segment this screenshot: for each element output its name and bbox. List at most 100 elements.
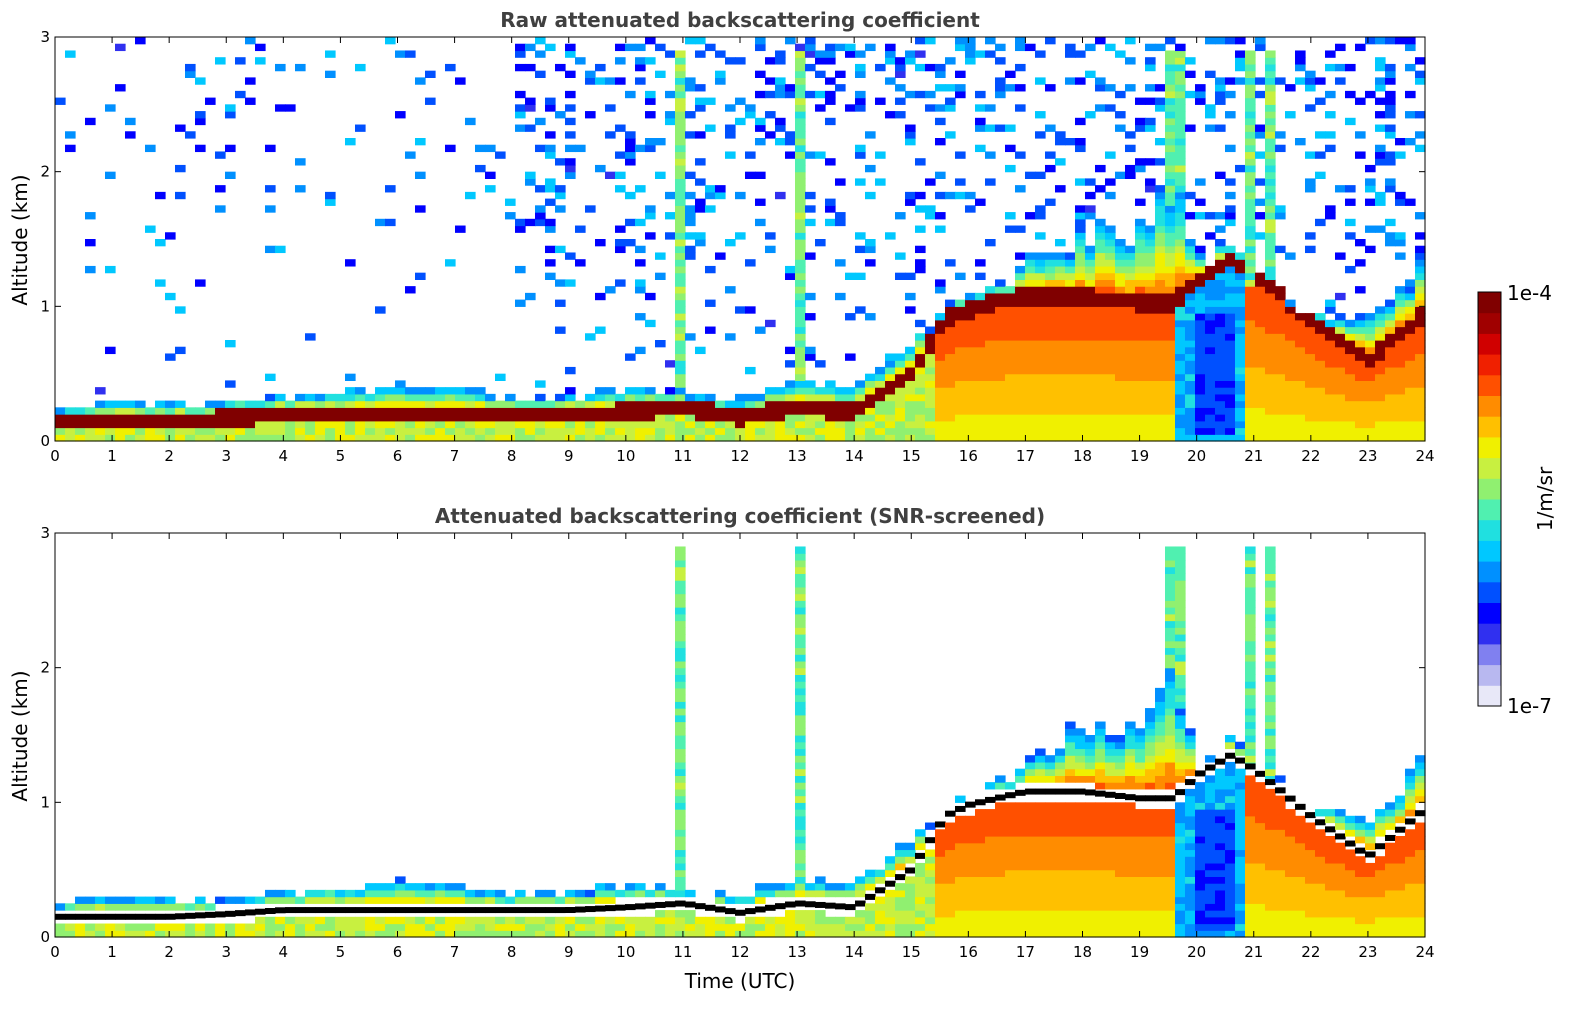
heatmap-cell xyxy=(1195,292,1206,301)
y-tick-label: 2 xyxy=(40,163,50,181)
heatmap-cell xyxy=(1095,735,1106,743)
heatmap-cell xyxy=(995,279,1006,287)
heatmap-cell xyxy=(1035,373,1046,381)
heatmap-cell xyxy=(1155,889,1166,898)
heatmap-cell xyxy=(295,896,306,904)
heatmap-cell xyxy=(125,407,136,415)
heatmap-cell xyxy=(1415,916,1426,925)
heatmap-cell xyxy=(585,333,596,341)
cloud-base-layer xyxy=(915,852,926,859)
heatmap-cell xyxy=(805,414,816,422)
heatmap-cell xyxy=(675,634,686,642)
heatmap-cell xyxy=(1105,366,1116,375)
heatmap-cell xyxy=(1275,916,1286,925)
heatmap-cell xyxy=(1035,380,1046,388)
heatmap-cell xyxy=(1315,360,1326,368)
heatmap-cell xyxy=(745,434,756,442)
heatmap-cell xyxy=(1195,795,1206,803)
heatmap-cell xyxy=(295,407,306,415)
heatmap-cell xyxy=(1145,340,1156,348)
heatmap-cell xyxy=(1365,822,1376,830)
heatmap-cell xyxy=(855,407,866,415)
heatmap-cell xyxy=(655,883,666,891)
heatmap-cell xyxy=(1165,916,1176,925)
heatmap-cell xyxy=(975,434,986,442)
heatmap-cell xyxy=(1125,923,1136,931)
heatmap-cell xyxy=(1415,245,1426,254)
heatmap-cell xyxy=(1095,393,1106,402)
heatmap-cell xyxy=(1055,272,1066,280)
heatmap-cell xyxy=(1235,434,1246,442)
heatmap-cell xyxy=(1225,930,1236,938)
heatmap-cell xyxy=(625,43,636,52)
heatmap-cell xyxy=(1385,326,1396,334)
heatmap-cell xyxy=(1345,896,1356,904)
heatmap-cell xyxy=(165,930,176,938)
heatmap-cell xyxy=(955,366,966,375)
heatmap-cell xyxy=(365,883,376,891)
heatmap-cell xyxy=(975,400,986,408)
heatmap-cell xyxy=(1215,869,1226,877)
heatmap-cell xyxy=(895,212,906,220)
heatmap-cell xyxy=(955,70,966,78)
heatmap-cell xyxy=(1225,191,1236,200)
heatmap-cell xyxy=(965,869,976,877)
heatmap-cell xyxy=(895,856,906,864)
heatmap-cell xyxy=(1255,869,1266,877)
heatmap-cell xyxy=(455,77,466,85)
heatmap-cell xyxy=(1085,414,1096,422)
heatmap-cell xyxy=(1115,822,1126,830)
heatmap-cell xyxy=(1105,876,1116,884)
heatmap-cell xyxy=(785,380,796,388)
heatmap-cell xyxy=(1305,353,1316,361)
heatmap-cell xyxy=(1095,856,1106,864)
heatmap-cell xyxy=(955,400,966,408)
heatmap-cell xyxy=(525,896,536,904)
heatmap-cell xyxy=(1065,333,1076,341)
heatmap-cell xyxy=(1175,694,1186,702)
heatmap-cell xyxy=(845,930,856,938)
heatmap-cell xyxy=(345,407,356,415)
heatmap-cell xyxy=(145,427,156,435)
heatmap-cell xyxy=(1105,775,1116,783)
heatmap-cell xyxy=(1375,829,1386,837)
heatmap-cell xyxy=(1155,286,1166,294)
heatmap-cell xyxy=(155,407,166,415)
heatmap-cell xyxy=(1045,916,1056,925)
heatmap-cell xyxy=(975,313,986,321)
heatmap-cell xyxy=(1165,366,1176,375)
heatmap-cell xyxy=(1265,856,1276,864)
heatmap-cell xyxy=(1035,272,1046,280)
heatmap-cell xyxy=(1125,930,1136,938)
heatmap-cell xyxy=(1145,346,1156,355)
heatmap-cell xyxy=(105,896,116,904)
heatmap-cell xyxy=(1215,788,1226,797)
heatmap-cell xyxy=(635,400,646,408)
heatmap-cell xyxy=(1005,896,1016,904)
heatmap-cell xyxy=(275,420,286,429)
heatmap-cell xyxy=(1235,259,1246,267)
heatmap-cell xyxy=(675,333,686,341)
heatmap-cell xyxy=(865,131,876,139)
heatmap-cell xyxy=(1175,393,1186,402)
heatmap-cell xyxy=(1185,326,1196,334)
heatmap-cell xyxy=(1045,37,1056,45)
heatmap-cell xyxy=(1245,434,1256,442)
heatmap-cell xyxy=(765,131,776,139)
heatmap-cell xyxy=(925,434,936,442)
heatmap-cell xyxy=(1145,313,1156,321)
heatmap-cell xyxy=(1205,340,1216,348)
heatmap-cell xyxy=(1385,70,1396,78)
heatmap-cell xyxy=(935,319,946,328)
heatmap-cell xyxy=(985,903,996,911)
heatmap-cell xyxy=(1405,829,1416,837)
heatmap-cell xyxy=(1035,353,1046,361)
heatmap-cell xyxy=(1225,802,1236,810)
heatmap-cell xyxy=(95,930,106,938)
heatmap-cell xyxy=(935,903,946,911)
heatmap-cell xyxy=(1365,896,1376,904)
heatmap-cell xyxy=(995,346,1006,355)
cloud-base-layer xyxy=(1225,752,1236,759)
heatmap-cell xyxy=(1265,360,1276,368)
heatmap-cell xyxy=(445,407,456,415)
